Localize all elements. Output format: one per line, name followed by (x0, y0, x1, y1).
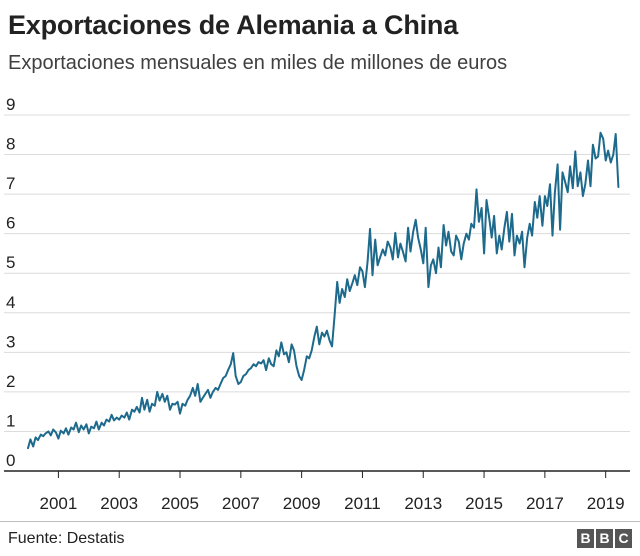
x-tick-label-2011: 2011 (344, 494, 381, 513)
x-axis-ticks: 2001 2003 2005 2007 2009 2011 2013 2015 2017 2019 (39, 471, 625, 513)
x-tick-label-2005: 2005 (161, 494, 199, 513)
x-tick-label-2019: 2019 (587, 494, 625, 513)
bbc-logo: B B C (577, 529, 632, 548)
y-tick-label-1: 1 (6, 411, 15, 430)
chart-title: Exportaciones de Alemania a China (8, 10, 459, 40)
y-tick-label-0: 0 (6, 451, 15, 470)
logo-letter-b1: B (577, 529, 594, 548)
y-tick-label-2: 2 (6, 372, 15, 391)
grid-lines (4, 114, 630, 472)
x-tick-label-2009: 2009 (283, 494, 321, 513)
y-tick-label-6: 6 (6, 214, 15, 233)
y-tick-label-5: 5 (6, 253, 15, 272)
x-tick-label-2007: 2007 (222, 494, 260, 513)
x-tick-label-2017: 2017 (526, 494, 564, 513)
logo-letter-c: C (615, 529, 632, 548)
y-tick-label-9: 9 (6, 95, 15, 114)
y-axis-ticks: 0 1 2 3 4 5 6 7 8 9 (6, 95, 15, 470)
chart-subtitle: Exportaciones mensuales en miles de mill… (8, 52, 508, 74)
y-tick-label-3: 3 (6, 332, 15, 351)
y-tick-label-8: 8 (6, 135, 15, 154)
source-note: Fuente: Destatis (8, 530, 125, 547)
x-tick-label-2001: 2001 (39, 494, 77, 513)
x-tick-label-2003: 2003 (100, 494, 138, 513)
y-tick-label-4: 4 (6, 293, 15, 312)
logo-letter-b2: B (596, 529, 613, 548)
footer-divider (0, 521, 640, 522)
x-tick-label-2015: 2015 (465, 494, 503, 513)
series-layer (27, 131, 620, 450)
y-tick-label-7: 7 (6, 174, 15, 193)
series-line-0 (27, 131, 620, 450)
x-tick-label-2013: 2013 (404, 494, 442, 513)
